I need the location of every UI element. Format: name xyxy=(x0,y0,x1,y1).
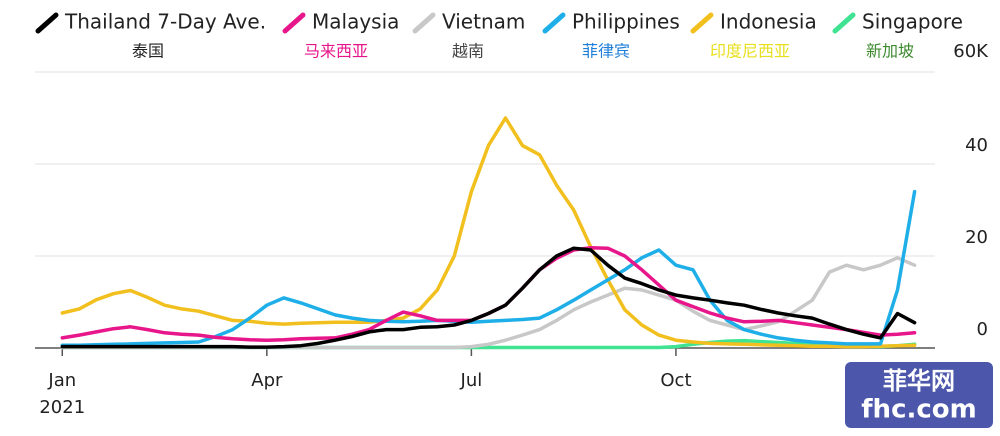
legend-swatch xyxy=(542,12,566,34)
legend-name-zh: 印度尼西亚 xyxy=(710,42,790,61)
legend-name-zh: 泰国 xyxy=(132,42,164,61)
year-label: 2021 xyxy=(39,397,85,418)
y-tick-label: 20 xyxy=(965,227,988,248)
x-tick-label: Oct xyxy=(660,370,691,391)
x-tick-label: Jan xyxy=(47,370,76,391)
legend-name: Thailand 7-Day Ave. xyxy=(64,10,266,34)
legend-name-zh: 菲律宾 xyxy=(582,42,630,61)
legend-swatch xyxy=(832,12,856,34)
watermark-site: fhc.com xyxy=(861,395,976,425)
x-tick-label: Jul xyxy=(460,370,483,391)
legend-name: Vietnam xyxy=(442,10,525,34)
series-line xyxy=(60,116,917,349)
legend-name-zh: 新加坡 xyxy=(866,42,914,61)
legend-name: Malaysia xyxy=(312,10,399,34)
y-tick-label: 0 xyxy=(977,319,988,340)
series-line xyxy=(60,246,917,349)
legend-swatch xyxy=(412,12,436,34)
watermark-title: 菲华网 xyxy=(883,367,955,395)
watermark-box xyxy=(845,362,993,428)
series-line xyxy=(60,245,917,342)
legend-name: Singapore xyxy=(862,10,963,34)
legend-swatch xyxy=(282,12,306,34)
legend-name-zh: 越南 xyxy=(452,42,484,61)
series-line xyxy=(60,189,917,347)
y-tick-label: 40 xyxy=(965,135,988,156)
legend-name: Philippines xyxy=(572,10,680,34)
y-tick-label: 60K xyxy=(953,41,989,62)
x-tick-label: Apr xyxy=(251,370,283,391)
legend-swatch xyxy=(690,12,714,34)
legend-swatch xyxy=(35,12,59,34)
legend-name-zh: 马来西亚 xyxy=(304,42,368,61)
legend-name: Indonesia xyxy=(720,10,817,34)
